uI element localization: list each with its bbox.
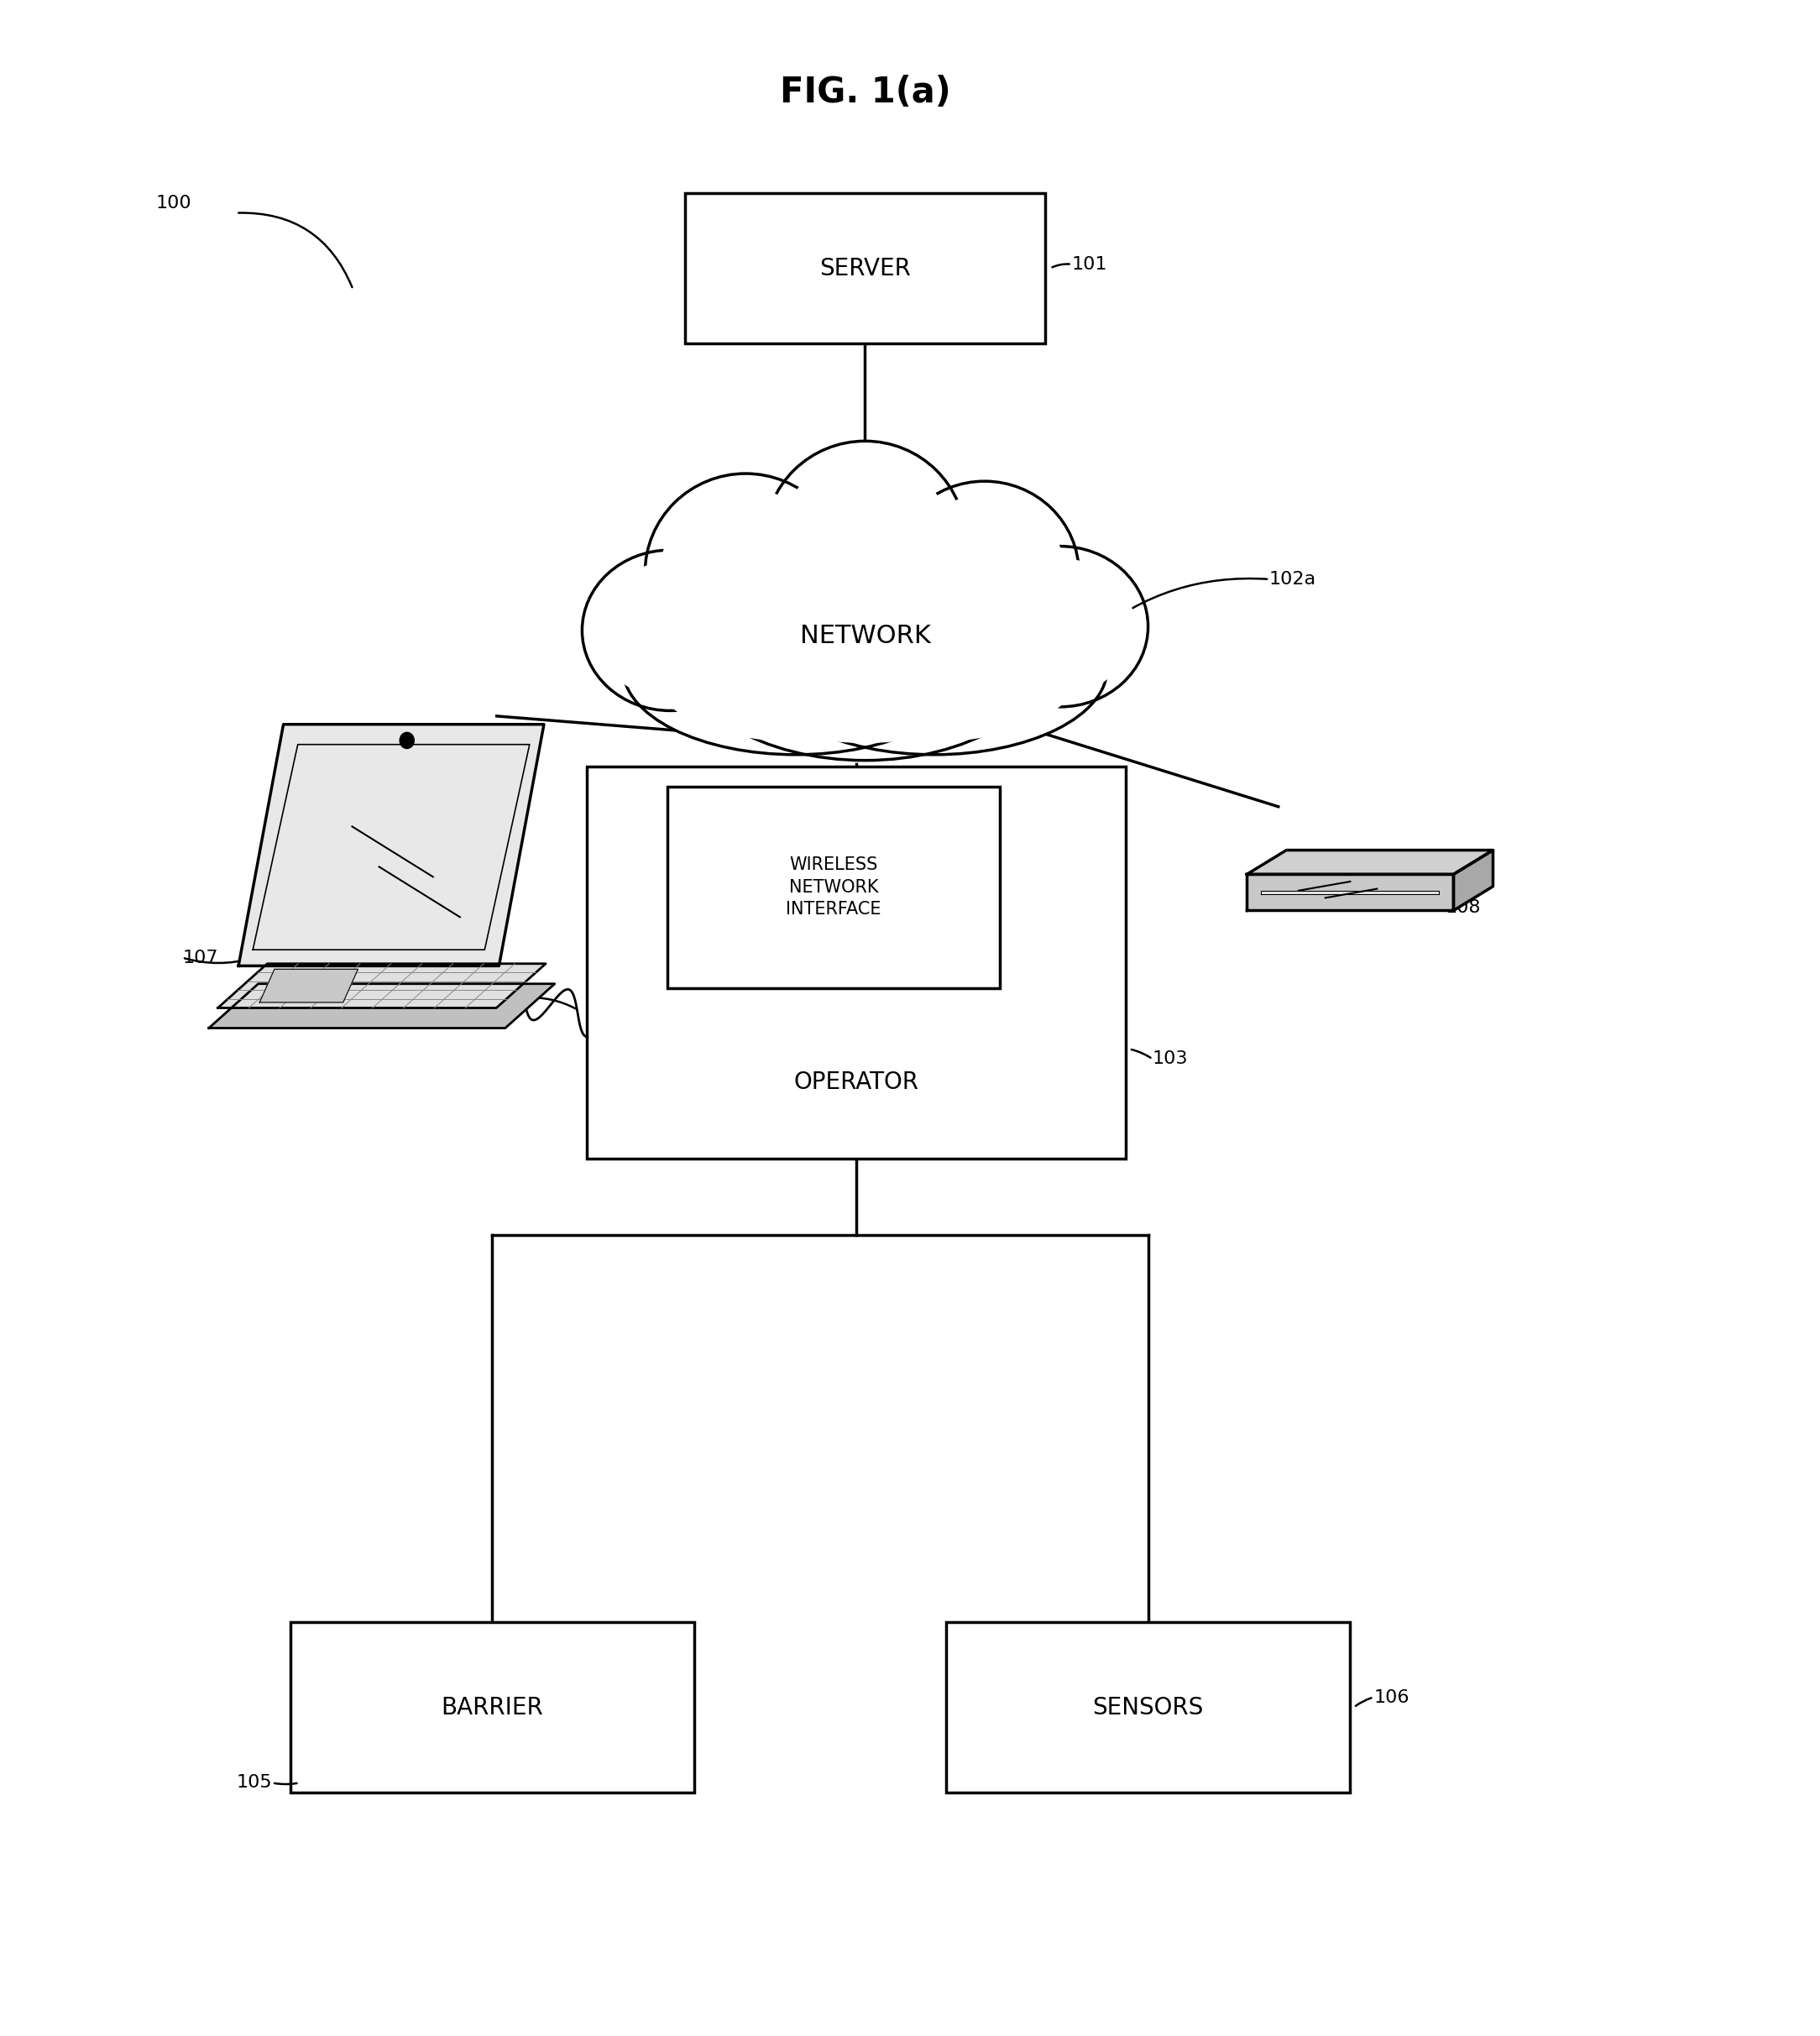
Polygon shape bbox=[1247, 873, 1454, 910]
Bar bbox=[946, 1623, 1350, 1794]
Polygon shape bbox=[1454, 851, 1492, 910]
Ellipse shape bbox=[650, 595, 943, 741]
Text: FIG. 1(a): FIG. 1(a) bbox=[779, 75, 950, 110]
Text: SENSORS: SENSORS bbox=[1092, 1696, 1203, 1718]
Polygon shape bbox=[209, 983, 555, 1028]
Text: 103: 103 bbox=[1152, 1051, 1188, 1067]
Text: 106: 106 bbox=[1374, 1690, 1409, 1706]
Ellipse shape bbox=[890, 480, 1079, 666]
Text: WIRELESS
NETWORK
INTERFACE: WIRELESS NETWORK INTERFACE bbox=[786, 857, 881, 918]
Ellipse shape bbox=[622, 582, 968, 755]
Text: 101: 101 bbox=[1072, 257, 1107, 273]
Polygon shape bbox=[1247, 851, 1492, 873]
Text: SERVER: SERVER bbox=[819, 257, 910, 281]
Bar bbox=[686, 193, 1045, 344]
Ellipse shape bbox=[661, 489, 832, 658]
Ellipse shape bbox=[644, 474, 846, 672]
Text: 108: 108 bbox=[1445, 900, 1481, 916]
Ellipse shape bbox=[595, 562, 744, 698]
Ellipse shape bbox=[985, 558, 1136, 694]
Ellipse shape bbox=[582, 550, 759, 711]
Circle shape bbox=[400, 733, 415, 749]
Text: 104: 104 bbox=[488, 989, 524, 1006]
Text: 107: 107 bbox=[182, 949, 218, 965]
Text: 105: 105 bbox=[237, 1775, 273, 1792]
Bar bbox=[289, 1623, 695, 1794]
Ellipse shape bbox=[704, 548, 1025, 743]
Ellipse shape bbox=[764, 442, 966, 639]
Text: NETWORK: NETWORK bbox=[799, 623, 930, 647]
Bar bbox=[586, 766, 1125, 1158]
Text: 102a: 102a bbox=[1269, 570, 1316, 588]
Polygon shape bbox=[218, 963, 546, 1008]
Polygon shape bbox=[1261, 890, 1440, 894]
Ellipse shape bbox=[788, 595, 1081, 741]
Text: OPERATOR: OPERATOR bbox=[794, 1071, 919, 1093]
Ellipse shape bbox=[677, 531, 1054, 759]
Text: 100: 100 bbox=[155, 195, 191, 212]
Polygon shape bbox=[238, 725, 544, 965]
Polygon shape bbox=[260, 969, 359, 1002]
Text: BARRIER: BARRIER bbox=[440, 1696, 544, 1718]
Ellipse shape bbox=[779, 456, 950, 625]
Ellipse shape bbox=[972, 546, 1148, 706]
Bar bbox=[668, 786, 999, 987]
Ellipse shape bbox=[761, 582, 1107, 755]
Ellipse shape bbox=[905, 495, 1065, 652]
